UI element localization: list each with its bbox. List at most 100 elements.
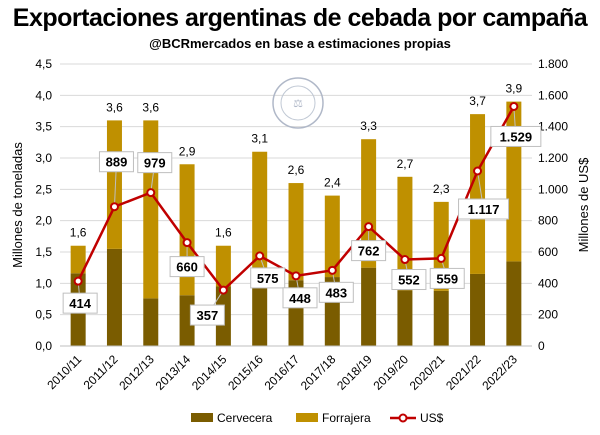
y-tick-label: 4,0 <box>35 88 52 102</box>
line-data-label: 483 <box>325 285 347 300</box>
line-data-label-box <box>62 292 98 314</box>
bar-forrajera <box>70 245 86 274</box>
line-data-label-box <box>458 198 510 220</box>
line-point <box>364 222 374 232</box>
bar-cervecera <box>470 273 486 346</box>
y-tick-label: 3,0 <box>35 151 52 165</box>
line-data-label-box <box>169 256 205 278</box>
line-point <box>473 166 483 176</box>
bar-forrajera <box>288 183 304 281</box>
line-data-label-box <box>250 267 286 289</box>
line-data-label: 762 <box>358 244 380 259</box>
y2-tick-label: 200 <box>538 308 558 322</box>
watermark-scales-icon: ⚖ <box>293 98 303 110</box>
line-data-label-box <box>98 151 134 173</box>
bar-cervecera <box>433 290 449 346</box>
legend-label-usd: US$ <box>420 411 444 425</box>
watermark-logo <box>272 77 324 129</box>
x-tick-label: 2015/16 <box>225 352 266 393</box>
chart-title: Exportaciones argentinas de cebada por c… <box>12 4 588 32</box>
bar-forrajera <box>470 114 486 274</box>
total-data-label: 3,6 <box>106 100 123 114</box>
bar-forrajera <box>324 195 340 278</box>
total-data-label: 2,9 <box>179 144 196 158</box>
x-tick-label: 2019/20 <box>370 352 411 393</box>
line-data-label-box <box>282 287 318 309</box>
y2-tick-label: 1.600 <box>538 88 568 102</box>
x-tick-label: 2021/22 <box>443 352 484 393</box>
y2-axis-label: Millones de US$ <box>576 157 591 252</box>
bar-cervecera <box>506 261 522 346</box>
line-data-label-box <box>189 304 225 326</box>
total-data-label: 3,7 <box>469 94 486 108</box>
line-point <box>218 285 228 295</box>
total-data-label: 2,3 <box>433 182 450 196</box>
total-data-label: 3,1 <box>251 132 268 146</box>
y2-tick-label: 1.800 <box>538 57 568 71</box>
line-point <box>146 188 156 198</box>
bar-cervecera <box>106 248 122 346</box>
line-point <box>73 276 83 286</box>
x-tick-label: 2013/14 <box>153 352 194 393</box>
line-data-label-box <box>391 269 427 291</box>
chart-subtitle: @BCRmercados en base a estimaciones prop… <box>149 36 451 51</box>
total-data-label: 2,7 <box>397 157 414 171</box>
total-data-label: 2,4 <box>324 176 341 190</box>
bar-cervecera <box>143 298 159 346</box>
y-tick-label: 0,0 <box>35 339 52 353</box>
x-tick-label: 2011/12 <box>81 352 121 392</box>
line-data-label: 559 <box>436 271 458 286</box>
line-data-label: 889 <box>106 155 128 170</box>
y-tick-label: 4,5 <box>35 57 52 71</box>
y2-tick-label: 1.200 <box>538 151 568 165</box>
line-point <box>436 253 446 263</box>
x-tick-label: 2012/13 <box>116 352 157 393</box>
y-tick-label: 2,5 <box>35 182 52 196</box>
legend-swatch-cervecera <box>191 413 213 422</box>
x-tick-label: 2010/11 <box>44 352 84 392</box>
bar-forrajera <box>361 139 377 268</box>
line-data-label: 414 <box>69 296 91 311</box>
legend-label-forrajera: Forrajera <box>322 411 371 425</box>
line-data-label: 1.117 <box>468 202 500 217</box>
bar-forrajera <box>506 101 522 262</box>
x-tick-label: 2016/17 <box>262 352 303 393</box>
x-tick-label: 2014/15 <box>189 352 230 393</box>
y-axis-label: Millones de toneladas <box>10 142 25 268</box>
legend-label-cervecera: Cervecera <box>217 411 273 425</box>
y-tick-label: 1,5 <box>35 245 52 259</box>
x-tick-label: 2017/18 <box>298 352 339 393</box>
line-point <box>327 265 337 275</box>
y2-tick-label: 1.000 <box>538 182 568 196</box>
bar-forrajera <box>252 151 268 268</box>
total-data-label: 3,3 <box>360 119 377 133</box>
bar-forrajera <box>215 245 231 287</box>
bar-forrajera <box>106 120 122 249</box>
line-data-label-box <box>318 281 354 303</box>
y2-tick-label: 400 <box>538 276 558 290</box>
y2-tick-label: 600 <box>538 245 558 259</box>
line-data-label: 552 <box>398 273 420 288</box>
bar-cervecera <box>361 267 377 346</box>
line-point <box>291 271 301 281</box>
line-data-label-box <box>490 125 542 147</box>
line-data-label: 660 <box>176 260 198 275</box>
total-data-label: 3,6 <box>142 100 159 114</box>
line-point <box>109 202 119 212</box>
x-tick-label: 2022/23 <box>479 352 520 393</box>
y-tick-label: 2,0 <box>35 214 52 228</box>
line-data-label: 1.529 <box>500 129 533 144</box>
line-data-label-box <box>429 267 465 289</box>
line-data-label: 357 <box>197 308 219 323</box>
line-data-label: 979 <box>144 156 166 171</box>
total-data-label: 3,9 <box>506 82 523 96</box>
line-point <box>255 251 265 261</box>
y2-tick-label: 800 <box>538 214 558 228</box>
total-data-label: 2,6 <box>288 163 305 177</box>
line-data-label-box <box>137 152 173 174</box>
legend-swatch-forrajera <box>296 413 318 422</box>
total-data-label: 1,6 <box>70 226 87 240</box>
y-tick-label: 3,5 <box>35 120 52 134</box>
line-point <box>509 101 519 111</box>
